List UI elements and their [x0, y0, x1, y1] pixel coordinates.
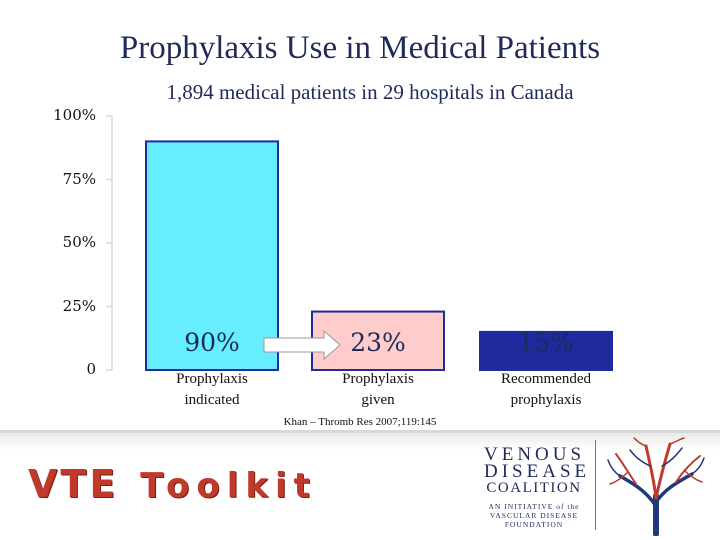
toolkit-word-text: Toolkit	[140, 466, 317, 506]
footer-band	[0, 430, 720, 540]
vein-tree-icon	[607, 437, 705, 536]
y-tick-label: 100%	[53, 106, 96, 124]
slide-title: Prophylaxis Use in Medical Patients	[119, 30, 601, 66]
arrow-icon	[263, 329, 341, 361]
footer-rule	[0, 430, 720, 433]
toolkit-vte-text: VTE	[28, 462, 119, 506]
category-label: Prophylaxis indicated	[176, 371, 248, 408]
logo-line-vascular: VASCULAR DISEASE	[489, 511, 579, 520]
bar	[145, 140, 279, 371]
bar-data-label: 90%	[184, 328, 240, 357]
vte-toolkit-logo: VTE Toolkit	[28, 462, 317, 506]
y-tick-label: 0	[86, 360, 96, 378]
y-tick-label: 75%	[62, 169, 96, 188]
citation: Khan – Thromb Res 2007;119:145	[283, 416, 437, 428]
logo-line-foundation: FOUNDATION	[504, 520, 564, 529]
venous-disease-coalition-logo: VENOUS DISEASE COALITION AN INITIATIVE o…	[484, 444, 591, 529]
y-tick-label: 50%	[62, 233, 96, 251]
logo-line-disease: DISEASE	[484, 461, 591, 482]
bar-data-label: 23%	[350, 328, 406, 357]
bar-data-label: 15%	[518, 328, 574, 357]
bar-chart	[106, 115, 613, 371]
y-tick-label: 25%	[62, 296, 96, 315]
bar	[479, 330, 613, 371]
logo-line-coalition: COALITION	[486, 480, 582, 496]
logo-line-venous: VENOUS	[484, 444, 586, 465]
slide-subtitle: 1,894 medical patients in 29 hospitals i…	[166, 80, 574, 104]
logo-line-initiative: AN INITIATIVE of the	[488, 502, 580, 511]
logo-divider	[595, 440, 596, 530]
category-label: Prophylaxis given	[342, 371, 414, 408]
category-label: Recommended prophylaxis	[501, 371, 591, 408]
